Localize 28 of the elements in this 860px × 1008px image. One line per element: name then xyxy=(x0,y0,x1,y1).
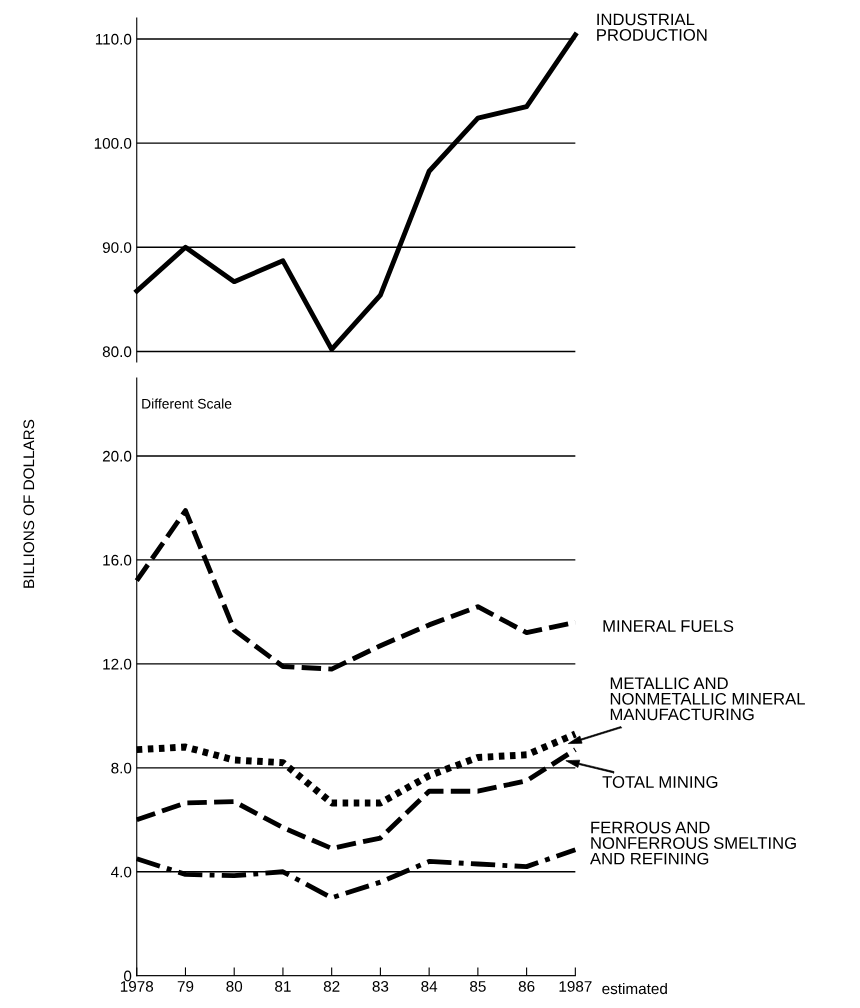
x-tick-label: 81 xyxy=(275,981,291,992)
x-tick-label: 80 xyxy=(226,981,243,992)
x-tick-label: 83 xyxy=(372,981,389,992)
y-tick-label: 4.0 xyxy=(110,866,132,878)
y-tick-label: 8.0 xyxy=(111,762,132,774)
x-tick-label: 84 xyxy=(421,981,438,992)
x-tick-label: 1978 xyxy=(120,981,154,992)
y-tick-label: 80.0 xyxy=(102,346,132,358)
y-tick-label: 0 xyxy=(123,970,132,982)
series-label: INDUSTRIAL PRODUCTION xyxy=(597,13,707,41)
y-tick-label: 12.0 xyxy=(103,658,132,670)
y-tick-label: 16.0 xyxy=(103,554,132,566)
x-tick-label: 86 xyxy=(518,981,535,992)
x-tick-label: 79 xyxy=(177,981,194,992)
x-tick-label: 82 xyxy=(323,981,340,992)
y-tick-label: 100.0 xyxy=(94,138,132,149)
series-label: MINERAL FUELS xyxy=(603,620,734,632)
y-tick-label: 20.0 xyxy=(102,450,132,462)
text: METALLIC AND NONMETALLIC MINERAL MANUFACTURING xyxy=(610,677,805,721)
annotation: Different Scale xyxy=(142,398,232,409)
x-tick-label: 85 xyxy=(470,981,486,992)
y-axis-title: BILLIONS OF DOLLARS xyxy=(23,419,35,588)
series-label: FERROUS AND NONFERROUS SMELTING AND REFINING xyxy=(589,821,796,865)
legend-label: TOTAL MINING xyxy=(602,776,718,788)
y-tick-label: 90.0 xyxy=(102,242,132,253)
y-tick-label: 110.0 xyxy=(95,33,132,45)
x-tick-label: 1987 xyxy=(559,981,592,992)
text: estimated xyxy=(602,982,667,995)
